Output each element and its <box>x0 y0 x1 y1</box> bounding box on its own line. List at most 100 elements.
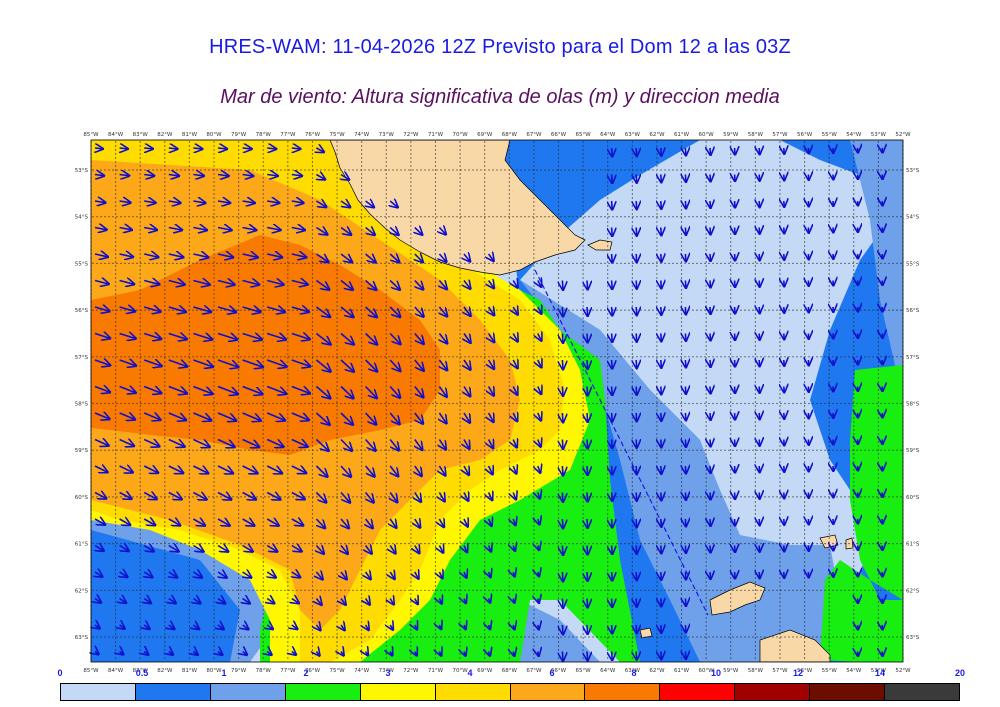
wave-direction-arrow <box>341 625 344 630</box>
wave-direction-arrow <box>168 201 180 203</box>
wave-direction-arrow <box>217 493 231 500</box>
wave-direction-arrow <box>242 466 258 473</box>
wave-direction-arrow <box>390 519 396 528</box>
wave-direction-arrow <box>464 546 467 552</box>
wave-direction-arrow <box>612 175 613 183</box>
wave-direction-arrow <box>587 359 588 369</box>
wave-direction-arrow <box>193 281 209 285</box>
island-sw <box>639 627 653 639</box>
lon-tick-label: 69°W <box>477 668 493 674</box>
wave-direction-arrow <box>612 387 613 395</box>
wave-direction-arrow <box>143 413 160 420</box>
wave-direction-arrow <box>217 201 230 203</box>
wave-direction-arrow <box>94 254 107 257</box>
wave-direction-arrow <box>340 306 353 317</box>
lat-tick-label: 60°S <box>906 495 920 501</box>
wave-direction-arrow <box>390 465 398 476</box>
wave-direction-arrow <box>685 281 686 288</box>
wave-direction-arrow <box>489 387 494 396</box>
wave-direction-arrow <box>538 440 541 447</box>
wave-direction-arrow <box>612 652 613 660</box>
wave-direction-arrow <box>217 546 228 552</box>
wave-direction-arrow <box>415 254 423 262</box>
wave-direction-arrow <box>587 492 588 502</box>
wave-direction-arrow <box>439 386 446 397</box>
wave-direction-arrow <box>291 385 310 394</box>
wave-direction-arrow <box>267 175 277 176</box>
wave-direction-arrow <box>389 279 399 290</box>
wave-direction-arrow <box>587 412 588 422</box>
wave-direction-arrow <box>168 493 182 500</box>
wave-direction-arrow <box>538 546 539 550</box>
wave-direction-arrow <box>587 651 588 661</box>
wave-direction-arrow <box>119 519 130 525</box>
wave-direction-arrow <box>169 625 174 629</box>
wave-direction-arrow <box>390 572 394 579</box>
wave-direction-arrow <box>143 334 161 339</box>
wave-direction-arrow <box>267 625 272 629</box>
wave-direction-arrow <box>513 493 516 500</box>
wave-direction-arrow <box>315 491 326 503</box>
wave-direction-arrow <box>685 519 686 526</box>
wave-direction-arrow <box>95 625 99 628</box>
wave-direction-arrow <box>144 572 152 577</box>
wave-direction-arrow <box>562 492 563 502</box>
wave-direction-arrow <box>685 413 686 420</box>
wave-direction-arrow <box>587 571 588 581</box>
wave-direction-arrow <box>143 387 161 394</box>
wave-direction-arrow <box>612 228 613 236</box>
wave-direction-arrow <box>366 518 373 528</box>
wave-direction-arrow <box>587 386 588 396</box>
wave-direction-arrow <box>685 652 686 659</box>
wave-direction-arrow <box>489 546 491 552</box>
wave-direction-arrow <box>489 599 490 603</box>
lat-tick-label: 55°S <box>906 261 920 267</box>
wave-direction-arrow <box>636 625 637 633</box>
wave-direction-arrow <box>266 385 286 394</box>
wave-direction-arrow <box>489 625 490 629</box>
wave-direction-arrow <box>266 519 278 525</box>
wave-direction-arrow <box>341 652 343 656</box>
wave-direction-arrow <box>168 412 186 420</box>
wave-direction-arrow <box>193 438 209 447</box>
wave-direction-arrow <box>439 493 444 502</box>
wave-direction-arrow <box>636 599 637 607</box>
wave-direction-arrow <box>168 334 187 340</box>
wave-direction-arrow <box>464 572 466 577</box>
wave-direction-arrow <box>242 307 261 312</box>
wave-direction-arrow <box>291 438 307 447</box>
wave-direction-arrow <box>266 438 283 447</box>
wave-direction-arrow <box>120 148 128 149</box>
wave-direction-arrow <box>365 359 377 371</box>
wave-direction-arrow <box>489 307 494 315</box>
wave-direction-arrow <box>685 440 686 447</box>
legend-label: 1 <box>221 668 227 678</box>
wave-direction-arrow <box>685 307 686 314</box>
wave-direction-arrow <box>562 439 563 449</box>
lon-tick-label: 68°W <box>502 668 518 674</box>
wave-direction-arrow <box>538 652 539 656</box>
wave-direction-arrow <box>390 201 397 207</box>
wave-direction-arrow <box>489 652 490 656</box>
wave-direction-arrow <box>168 254 183 257</box>
wave-direction-arrow <box>292 148 300 149</box>
lat-tick-label: 56°S <box>75 308 89 314</box>
wave-direction-arrow <box>489 413 494 422</box>
wave-direction-arrow <box>685 546 686 553</box>
lon-tick-label: 72°W <box>403 668 419 674</box>
wave-direction-arrow <box>587 439 588 449</box>
lon-tick-label: 66°W <box>551 132 567 138</box>
wave-direction-arrow <box>95 572 102 577</box>
wave-direction-arrow <box>242 334 262 340</box>
wave-direction-arrow <box>366 491 374 503</box>
lon-tick-label: 75°W <box>329 668 345 674</box>
lon-tick-label: 54°W <box>846 668 862 674</box>
lon-tick-label: 78°W <box>256 132 272 138</box>
lat-tick-label: 62°S <box>906 588 920 594</box>
wave-direction-arrow <box>439 228 445 235</box>
wave-direction-arrow <box>439 519 443 527</box>
wave-direction-arrow <box>366 572 371 579</box>
wave-direction-arrow <box>489 360 494 369</box>
wave-direction-arrow <box>315 279 329 290</box>
wave-direction-arrow <box>291 175 302 176</box>
